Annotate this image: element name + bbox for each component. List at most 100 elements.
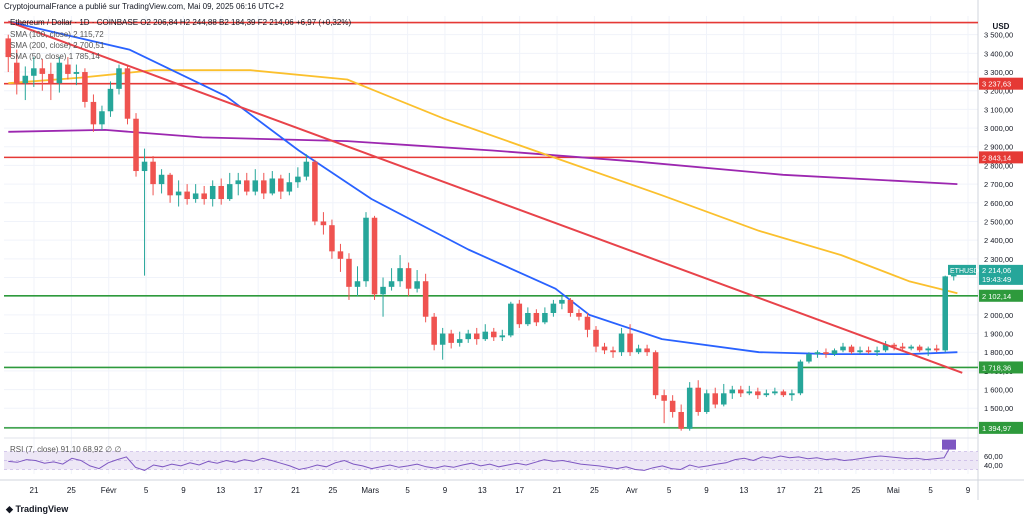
candle-body[interactable] xyxy=(950,274,957,277)
candle-body[interactable] xyxy=(337,251,344,259)
candle-body[interactable] xyxy=(397,268,403,282)
candle-body[interactable] xyxy=(576,312,582,317)
candle-body[interactable] xyxy=(755,391,761,396)
candle-body[interactable] xyxy=(124,68,131,119)
candle-body[interactable] xyxy=(414,281,420,289)
candle-body[interactable] xyxy=(235,180,242,185)
candle-body[interactable] xyxy=(295,176,301,183)
candle-body[interactable] xyxy=(899,346,906,349)
candle-body[interactable] xyxy=(278,178,284,192)
candle-body[interactable] xyxy=(908,346,914,349)
candle-body[interactable] xyxy=(82,72,88,102)
candle-body[interactable] xyxy=(857,350,863,353)
candle-body[interactable] xyxy=(167,174,173,196)
candle-body[interactable] xyxy=(533,312,540,323)
candle-body[interactable] xyxy=(158,174,165,185)
candle-body[interactable] xyxy=(243,180,250,192)
candle-body[interactable] xyxy=(448,333,454,343)
candle-body[interactable] xyxy=(874,350,880,353)
candle-body[interactable] xyxy=(891,344,897,347)
legend-sma50[interactable]: SMA (50, close) 1 785,14 xyxy=(10,52,100,61)
candle-body[interactable] xyxy=(686,387,693,429)
candle-body[interactable] xyxy=(942,276,948,351)
candle-body[interactable] xyxy=(712,393,719,405)
candle-body[interactable] xyxy=(644,348,650,353)
candle-body[interactable] xyxy=(814,352,821,355)
candle-body[interactable] xyxy=(269,178,276,194)
instrument-title[interactable]: Ethereum / Dollar · 1D · COINBASE xyxy=(10,18,139,27)
candle-body[interactable] xyxy=(635,348,642,353)
candle-body[interactable] xyxy=(601,346,608,351)
candle-body[interactable] xyxy=(720,393,727,405)
candle-body[interactable] xyxy=(882,344,889,351)
candle-body[interactable] xyxy=(31,68,37,76)
candle-body[interactable] xyxy=(39,68,46,74)
legend-sma100[interactable]: SMA (100, close) 2 115,72 xyxy=(10,30,104,39)
candle-body[interactable] xyxy=(312,161,318,222)
candle-body[interactable] xyxy=(14,62,20,84)
candle-body[interactable] xyxy=(303,161,310,177)
candle-body[interactable] xyxy=(141,161,148,172)
candle-body[interactable] xyxy=(584,316,591,330)
candle-body[interactable] xyxy=(610,350,616,353)
candle-body[interactable] xyxy=(286,182,293,192)
candle-body[interactable] xyxy=(865,350,872,353)
candle-body[interactable] xyxy=(491,331,497,338)
candle-body[interactable] xyxy=(465,333,471,340)
candle-body[interactable] xyxy=(831,350,838,355)
candle-body[interactable] xyxy=(916,346,923,351)
candle-body[interactable] xyxy=(499,335,506,338)
candle-body[interactable] xyxy=(627,333,633,353)
candle-body[interactable] xyxy=(218,185,224,200)
candle-body[interactable] xyxy=(840,346,846,351)
candle-body[interactable] xyxy=(806,354,812,362)
candle-body[interactable] xyxy=(175,191,182,196)
candle-body[interactable] xyxy=(133,118,139,172)
candle-body[interactable] xyxy=(226,184,233,200)
candle-body[interactable] xyxy=(22,75,29,84)
candle-body[interactable] xyxy=(780,391,787,396)
candle-body[interactable] xyxy=(329,225,335,252)
candle-body[interactable] xyxy=(508,303,514,336)
candle-body[interactable] xyxy=(456,339,463,343)
descending-trendline[interactable] xyxy=(7,20,963,374)
candle-body[interactable] xyxy=(482,331,489,340)
candle-body[interactable] xyxy=(209,185,216,200)
candle-body[interactable] xyxy=(320,221,327,226)
legend-sma200[interactable]: SMA (200, close) 2 700,51 xyxy=(10,41,105,50)
candle-body[interactable] xyxy=(422,281,429,317)
candle-body[interactable] xyxy=(593,329,599,347)
candle-body[interactable] xyxy=(848,346,855,353)
candle-body[interactable] xyxy=(90,101,97,125)
candle-body[interactable] xyxy=(65,64,71,74)
candle-body[interactable] xyxy=(789,393,795,396)
candle-body[interactable] xyxy=(73,72,80,74)
candle-body[interactable] xyxy=(473,333,480,340)
candle-body[interactable] xyxy=(431,316,437,345)
candle-body[interactable] xyxy=(405,268,412,289)
candle-body[interactable] xyxy=(823,352,829,355)
instrument-line[interactable]: Ethereum / Dollar · 1D · COINBASE O2 206… xyxy=(10,18,351,27)
candle-body[interactable] xyxy=(772,391,778,394)
candle-body[interactable] xyxy=(678,411,684,429)
candle-body[interactable] xyxy=(618,333,625,353)
candle-body[interactable] xyxy=(56,62,63,84)
candle-body[interactable] xyxy=(116,68,122,89)
legend-rsi[interactable]: RSI (7, close) 91,10 68,92 ∅ ∅ xyxy=(10,445,122,454)
candle-body[interactable] xyxy=(729,389,736,394)
candle-body[interactable] xyxy=(738,389,744,394)
candle-body[interactable] xyxy=(252,180,259,192)
candle-body[interactable] xyxy=(380,286,386,295)
candle-body[interactable] xyxy=(99,111,105,125)
candle-body[interactable] xyxy=(439,333,446,345)
candle-body[interactable] xyxy=(363,217,369,282)
candle-body[interactable] xyxy=(567,299,574,313)
candle-body[interactable] xyxy=(542,312,548,323)
candle-body[interactable] xyxy=(346,258,352,287)
candle-body[interactable] xyxy=(516,303,523,325)
candle-body[interactable] xyxy=(652,352,659,396)
candle-body[interactable] xyxy=(763,393,770,396)
candle-body[interactable] xyxy=(48,73,54,84)
candle-body[interactable] xyxy=(797,361,804,394)
candle-body[interactable] xyxy=(746,391,753,394)
